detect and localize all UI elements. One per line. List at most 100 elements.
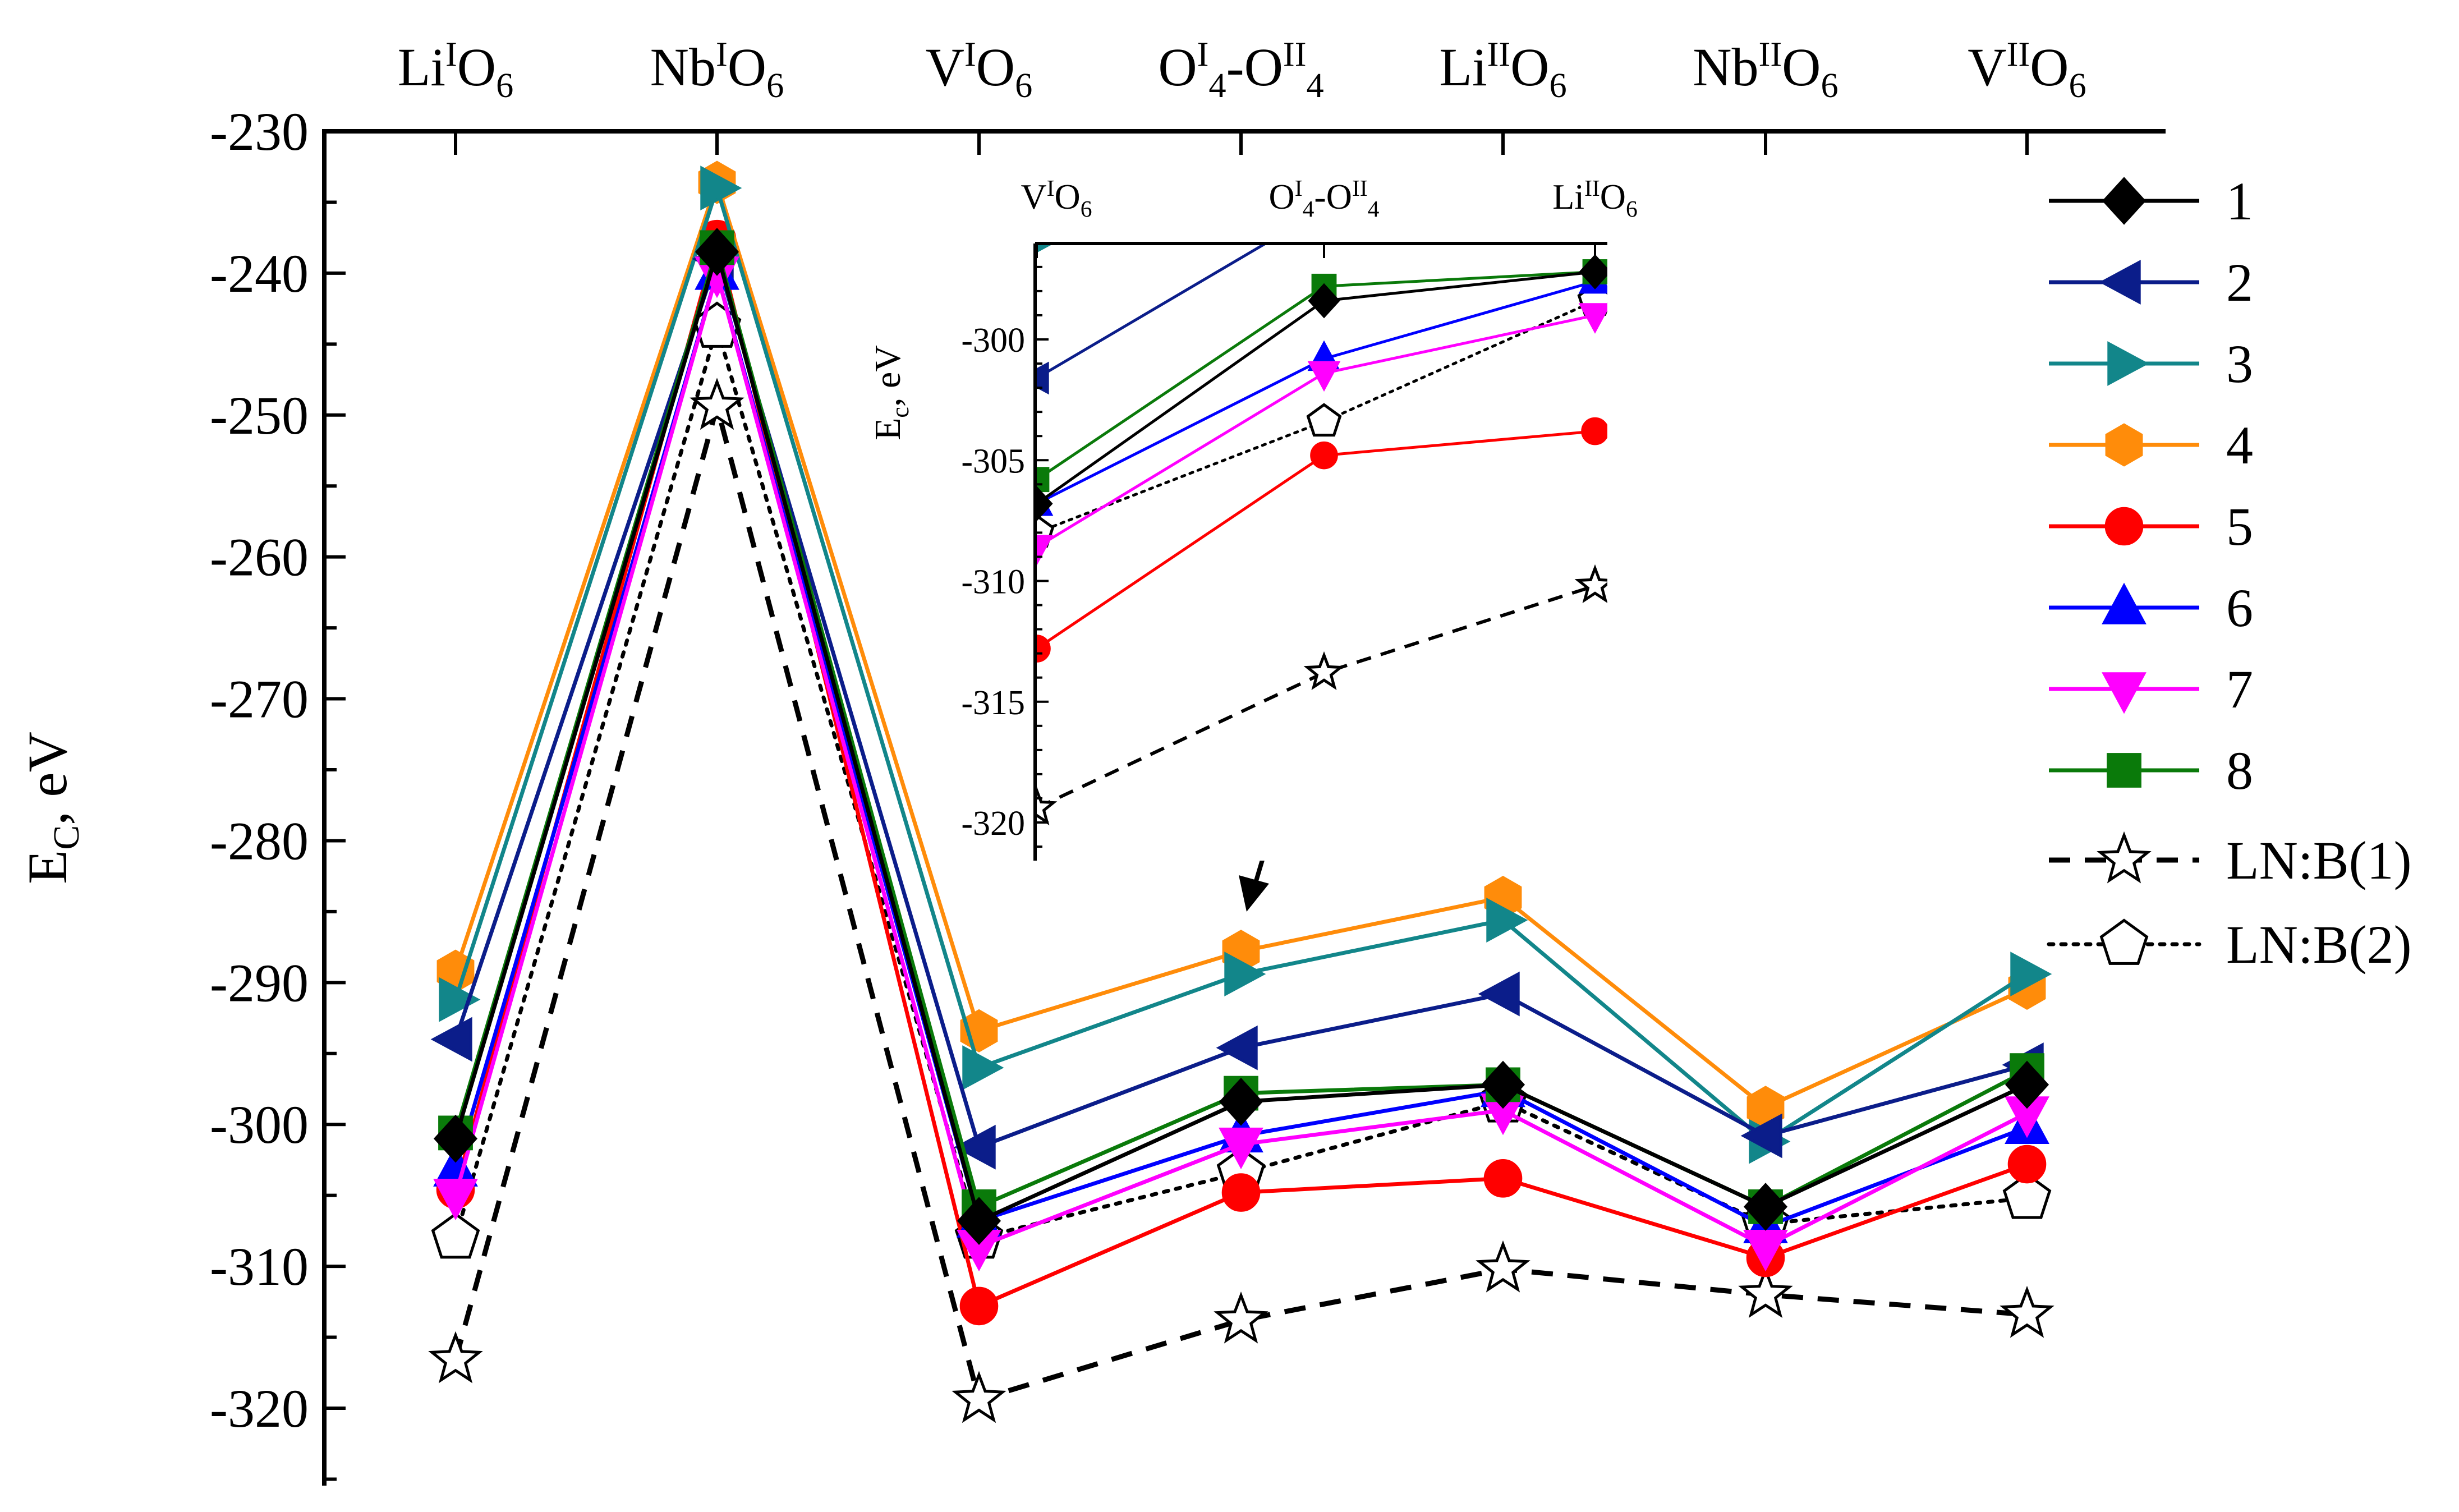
legend-marker <box>2102 672 2147 714</box>
legend-entry-6: 6 <box>2049 578 2253 638</box>
point-ln-b-2-0 <box>431 1212 480 1259</box>
legend-marker <box>2107 341 2149 386</box>
y-tick-label: -280 <box>210 811 309 871</box>
inset-point-7-1 <box>1307 361 1341 392</box>
x-category-label: LiIO6 <box>398 35 514 105</box>
legend-entry-ln-b-1: LN:B(1) <box>2049 830 2412 890</box>
legend-marker <box>2099 918 2149 965</box>
y-tick-label: -290 <box>210 953 309 1013</box>
inset-series-3 <box>1035 0 1611 254</box>
inset-point-1-2 <box>1579 254 1607 289</box>
y-tick-label: -230 <box>210 102 309 162</box>
inset-point-ln-b-1-2 <box>1574 564 1607 604</box>
x-category-label: NbIIO6 <box>1693 35 1838 105</box>
main-axes: -230 -240 -250 -260 -270 -280 -290 -300 -310 -320… <box>16 35 2166 1486</box>
point-3-0 <box>439 977 481 1022</box>
point-3-1 <box>700 166 742 211</box>
inset-line-2 <box>1036 243 1268 380</box>
point-ln-b-1-0 <box>428 1331 483 1384</box>
inset-series-5 <box>1035 417 1607 663</box>
legend-label: 4 <box>2226 415 2253 475</box>
point-5-6 <box>2007 1145 2047 1184</box>
series-ln-b-1 <box>428 378 2054 1423</box>
point-7-3 <box>1219 1127 1263 1169</box>
inset-point-3-2 <box>1584 0 1611 6</box>
legend-marker <box>2102 582 2147 624</box>
legend-marker <box>2097 831 2152 884</box>
inset-series-7 <box>1035 303 1607 566</box>
legend-entry-8: 8 <box>2049 741 2253 801</box>
legend-label: 5 <box>2226 497 2253 557</box>
legend-entry-4: 4 <box>2049 415 2253 475</box>
point-ln-b-1-3 <box>1214 1291 1268 1344</box>
y-tick-label: -320 <box>210 1378 309 1439</box>
legend-entry-1: 1 <box>2049 171 2253 231</box>
inset-point-5-2 <box>1581 417 1607 445</box>
point-1-4 <box>1481 1060 1525 1109</box>
point-ln-b-1-4 <box>1476 1240 1530 1293</box>
legend-label: 6 <box>2226 578 2253 638</box>
point-5-4 <box>1483 1159 1523 1198</box>
legend-label: 8 <box>2226 741 2253 801</box>
point-2-2 <box>954 1124 996 1170</box>
point-ln-b-1-5 <box>1738 1266 1793 1318</box>
point-7-0 <box>433 1178 478 1221</box>
y-tick-label: -240 <box>210 243 309 304</box>
inset-point-2-0 <box>1035 361 1049 395</box>
legend-entry-7: 7 <box>2049 659 2253 719</box>
point-7-5 <box>1743 1230 1788 1272</box>
point-3-6 <box>2010 952 2052 997</box>
legend-label: LN:B(1) <box>2226 830 2412 890</box>
point-1-1 <box>695 228 739 276</box>
inset-point-2-2 <box>1579 103 1606 131</box>
legend-marker <box>2107 753 2141 788</box>
inset-y-tick-label: -320 <box>961 805 1025 843</box>
point-ln-b-2-6 <box>2002 1173 2052 1219</box>
inset-background <box>1035 243 1607 861</box>
point-2-0 <box>430 1017 472 1062</box>
inset-point-4-1 <box>1312 31 1336 59</box>
inset-series <box>1035 0 1611 826</box>
y-tick-label: -250 <box>210 385 309 445</box>
inset-point-3-0 <box>1035 243 1054 254</box>
point-2-5 <box>1740 1113 1782 1159</box>
point-ln-b-1-6 <box>2000 1285 2054 1338</box>
inset-point-1-1 <box>1308 283 1340 319</box>
legend-label: 3 <box>2226 334 2253 394</box>
point-5-3 <box>1221 1173 1261 1212</box>
legend: 1 2 3 4 5 6 7 8 LN:B(1) LN:B(2) <box>2047 171 2412 975</box>
point-ln-b-1-2 <box>952 1371 1006 1423</box>
inset-y-tick-label: -300 <box>961 321 1025 360</box>
point-1-6 <box>2005 1060 2049 1109</box>
point-3-2 <box>962 1045 1004 1090</box>
point-1-0 <box>433 1114 478 1163</box>
point-3-4 <box>1486 898 1528 943</box>
inset-x-category-label: LiIIO6 <box>1552 175 1638 222</box>
point-3-3 <box>1224 952 1266 997</box>
point-1-5 <box>1743 1183 1788 1231</box>
point-2-3 <box>1216 1025 1258 1070</box>
point-1-2 <box>957 1197 1001 1245</box>
x-category-label: VIIO6 <box>1968 35 2086 105</box>
inset-line-ln-b-2 <box>1035 299 1597 534</box>
inset-y-axis-label: Ec, eV <box>867 345 914 440</box>
inset-x-category-label: VIO6 <box>1021 175 1092 222</box>
inset-y-tick-label: -310 <box>961 563 1025 601</box>
series-1 <box>433 228 2049 1245</box>
legend-marker <box>2102 177 2147 225</box>
inset-x-category-label: OI4-OII4 <box>1269 175 1380 222</box>
point-2-4 <box>1478 971 1520 1017</box>
point-1-3 <box>1219 1077 1263 1126</box>
legend-label: 2 <box>2226 252 2253 312</box>
x-category-label: OI4-OII4 <box>1158 35 1323 105</box>
y-tick-label: -260 <box>210 527 309 587</box>
inset-series-2 <box>1035 103 1606 395</box>
legend-entry-5: 5 <box>2049 497 2253 557</box>
y-tick-label: -300 <box>210 1095 309 1155</box>
inset-y-tick-label: -315 <box>961 684 1025 722</box>
inset-line-ln-b-1 <box>1036 584 1596 810</box>
inset-point-ln-b-2-1 <box>1306 403 1342 437</box>
y-axis-label: EC, eV <box>16 732 87 884</box>
legend-marker <box>2104 507 2144 546</box>
legend-entry-3: 3 <box>2049 334 2253 394</box>
